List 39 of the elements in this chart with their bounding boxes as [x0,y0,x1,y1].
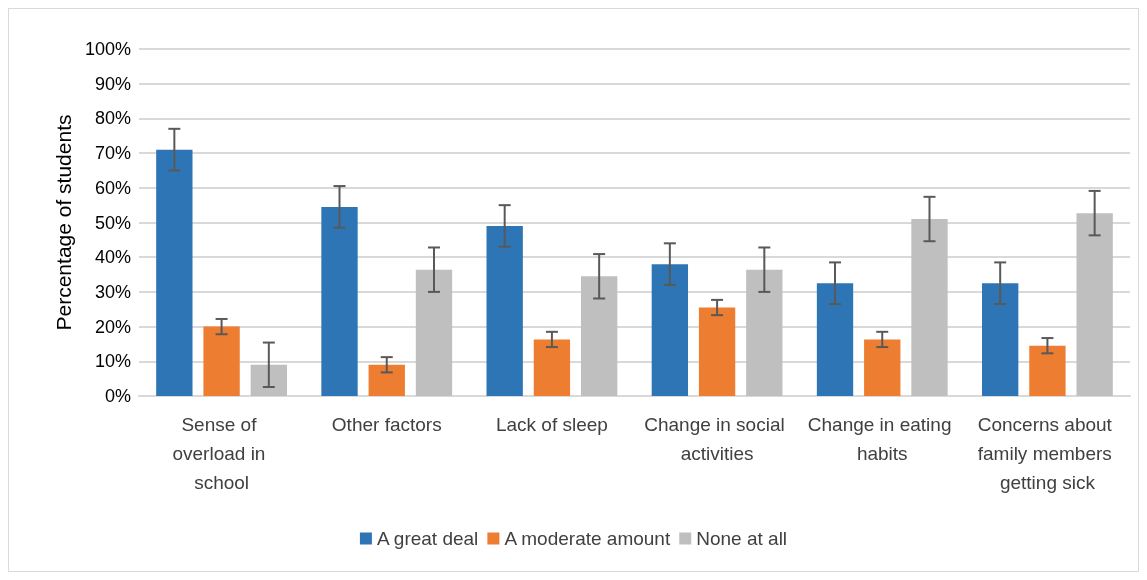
y-tick-label: 70% [94,143,131,164]
bar [982,283,1019,396]
bar [250,364,287,396]
x-tick-label: Change in social activities [644,414,790,464]
bar [746,269,783,396]
y-tick-label: 30% [94,281,131,302]
bar [1076,213,1113,396]
bar [1029,345,1066,396]
bar [580,276,618,396]
y-tick-label: 20% [94,316,131,337]
x-tick-label: Other factors [331,414,442,435]
bar [321,206,358,396]
legend-label: A great deal [376,528,479,549]
y-tick-label: 90% [94,73,131,94]
bar [651,264,689,396]
y-tick-label: 10% [94,351,131,372]
bar [816,283,854,396]
y-tick-label: 100% [84,39,131,59]
bar [533,339,571,396]
legend-label: A moderate amount [504,528,671,549]
x-tick-label: Change in eating habits [807,414,957,464]
bar [911,219,948,396]
bar [698,307,736,396]
y-tick-label: 80% [94,108,131,129]
bar [864,339,901,396]
bar [415,269,453,396]
x-tick-label: Lack of sleep [495,414,608,435]
bar [203,326,240,396]
y-tick-label: 60% [94,177,131,198]
bar [486,225,523,396]
y-tick-label: 0% [104,386,131,406]
x-tick-label: Sense of overload in school [172,414,271,493]
y-axis-title: Percentage of students [52,114,75,331]
y-tick-label: 40% [94,247,131,268]
x-tick-label: Concerns about family members getting sick [977,414,1118,493]
legend-label: None at all [696,528,788,549]
bar [368,364,405,396]
bar [156,149,193,396]
y-tick-label: 50% [94,212,131,233]
